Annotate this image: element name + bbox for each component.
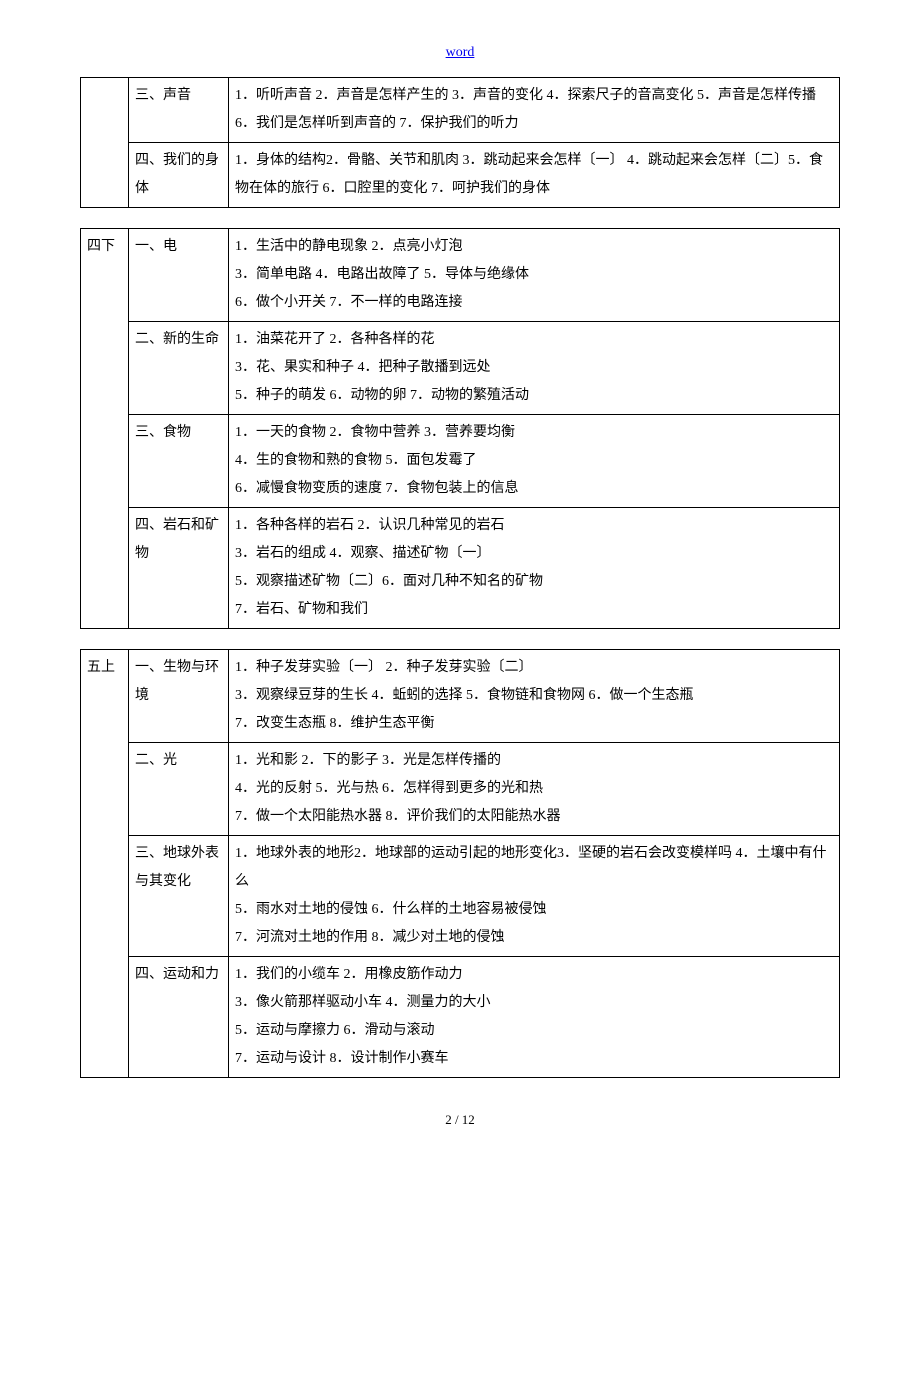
cell-content: 1．光和影 2．下的影子 3．光是怎样传播的 4．光的反射 5．光与热 6．怎样… [229,742,840,835]
cell-content: 1．一天的食物 2．食物中营养 3．营养要均衡 4．生的食物和熟的食物 5．面包… [229,414,840,507]
cell-content: 1．油菜花开了 2．各种各样的花 3．花、果实和种子 4．把种子散播到远处 5．… [229,321,840,414]
table-row: 五上 一、生物与环境 1．种子发芽实验〔一〕 2．种子发芽实验〔二〕 3．观察绿… [81,649,840,742]
table-1: 三、声音 1．听听声音 2．声音是怎样产生的 3．声音的变化 4．探索尺子的音高… [80,77,840,208]
page-footer: 2 / 12 [80,1108,840,1133]
cell-content: 1．听听声音 2．声音是怎样产生的 3．声音的变化 4．探索尺子的音高变化 5．… [229,77,840,142]
cell-unit: 二、光 [129,742,229,835]
table-3: 五上 一、生物与环境 1．种子发芽实验〔一〕 2．种子发芽实验〔二〕 3．观察绿… [80,649,840,1078]
cell-unit: 二、新的生命 [129,321,229,414]
page-number: 2 / 12 [445,1112,475,1127]
table-row: 二、新的生命 1．油菜花开了 2．各种各样的花 3．花、果实和种子 4．把种子散… [81,321,840,414]
cell-unit: 三、食物 [129,414,229,507]
cell-grade [81,77,129,207]
cell-content: 1．地球外表的地形2．地球部的运动引起的地形变化3．坚硬的岩石会改变模样吗 4．… [229,835,840,956]
table-row: 三、食物 1．一天的食物 2．食物中营养 3．营养要均衡 4．生的食物和熟的食物… [81,414,840,507]
header-link: word [80,40,840,67]
cell-unit: 一、生物与环境 [129,649,229,742]
table-row: 三、声音 1．听听声音 2．声音是怎样产生的 3．声音的变化 4．探索尺子的音高… [81,77,840,142]
cell-unit: 一、电 [129,228,229,321]
cell-content: 1．我们的小缆车 2．用橡皮筋作动力 3．像火箭那样驱动小车 4．测量力的大小 … [229,956,840,1077]
cell-unit: 四、运动和力 [129,956,229,1077]
table-row: 四、运动和力 1．我们的小缆车 2．用橡皮筋作动力 3．像火箭那样驱动小车 4．… [81,956,840,1077]
cell-content: 1．身体的结构2．骨骼、关节和肌肉 3．跳动起来会怎样〔一〕 4．跳动起来会怎样… [229,142,840,207]
table-row: 三、地球外表与其变化 1．地球外表的地形2．地球部的运动引起的地形变化3．坚硬的… [81,835,840,956]
table-row: 四、我们的身体 1．身体的结构2．骨骼、关节和肌肉 3．跳动起来会怎样〔一〕 4… [81,142,840,207]
cell-content: 1．生活中的静电现象 2．点亮小灯泡 3．简单电路 4．电路出故障了 5．导体与… [229,228,840,321]
cell-unit: 三、地球外表与其变化 [129,835,229,956]
table-row: 四、岩石和矿物 1．各种各样的岩石 2．认识几种常见的岩石 3．岩石的组成 4．… [81,507,840,628]
cell-content: 1．各种各样的岩石 2．认识几种常见的岩石 3．岩石的组成 4．观察、描述矿物〔… [229,507,840,628]
cell-unit: 四、我们的身体 [129,142,229,207]
cell-grade: 四下 [81,228,129,628]
cell-unit: 三、声音 [129,77,229,142]
cell-grade: 五上 [81,649,129,1077]
header-link-text: word [446,45,475,60]
table-2: 四下 一、电 1．生活中的静电现象 2．点亮小灯泡 3．简单电路 4．电路出故障… [80,228,840,629]
cell-content: 1．种子发芽实验〔一〕 2．种子发芽实验〔二〕 3．观察绿豆芽的生长 4．蚯蚓的… [229,649,840,742]
table-row: 四下 一、电 1．生活中的静电现象 2．点亮小灯泡 3．简单电路 4．电路出故障… [81,228,840,321]
table-row: 二、光 1．光和影 2．下的影子 3．光是怎样传播的 4．光的反射 5．光与热 … [81,742,840,835]
cell-unit: 四、岩石和矿物 [129,507,229,628]
